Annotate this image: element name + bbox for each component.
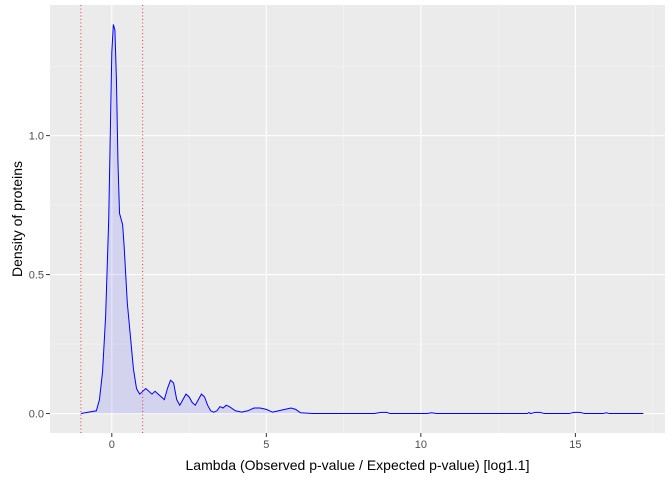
y-axis-ticks: 0.0 0.5 1.0 <box>29 131 50 421</box>
x-tick-label: 10 <box>415 439 427 451</box>
x-tick-label: 15 <box>569 439 581 451</box>
major-gridlines <box>50 5 665 433</box>
reference-lines <box>80 5 144 433</box>
x-tick-label: 5 <box>263 439 269 451</box>
plot-panel <box>50 5 665 433</box>
y-tick-label: 1.0 <box>29 131 44 143</box>
x-tick-label: 0 <box>109 439 115 451</box>
minor-gridlines <box>50 5 665 433</box>
y-tick-label: 0.5 <box>29 270 44 282</box>
x-axis-title: Lambda (Observed p-value / Expected p-va… <box>186 457 530 473</box>
y-tick-label: 0.0 <box>29 409 44 421</box>
x-axis-ticks: 0 5 10 15 <box>109 433 582 451</box>
y-axis-title: Density of proteins <box>9 161 25 277</box>
density-line <box>80 24 644 415</box>
